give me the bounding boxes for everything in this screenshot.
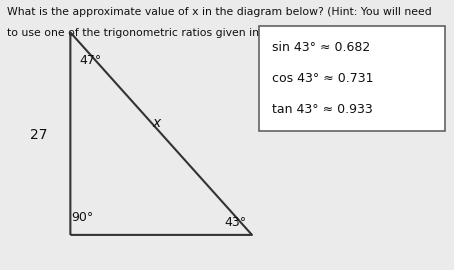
Text: cos 43° ≈ 0.731: cos 43° ≈ 0.731 <box>272 72 374 85</box>
Text: tan 43° ≈ 0.933: tan 43° ≈ 0.933 <box>272 103 373 116</box>
FancyBboxPatch shape <box>259 26 445 131</box>
Text: 47°: 47° <box>79 54 102 67</box>
Text: 90°: 90° <box>72 211 94 224</box>
Text: 27: 27 <box>30 128 47 142</box>
Text: 43°: 43° <box>225 216 247 229</box>
Text: What is the approximate value of x in the diagram below? (Hint: You will need: What is the approximate value of x in th… <box>7 7 432 17</box>
Text: sin 43° ≈ 0.682: sin 43° ≈ 0.682 <box>272 41 370 54</box>
Text: to use one of the trigonometric ratios given in the table.): to use one of the trigonometric ratios g… <box>7 28 319 38</box>
Text: x: x <box>153 116 161 130</box>
